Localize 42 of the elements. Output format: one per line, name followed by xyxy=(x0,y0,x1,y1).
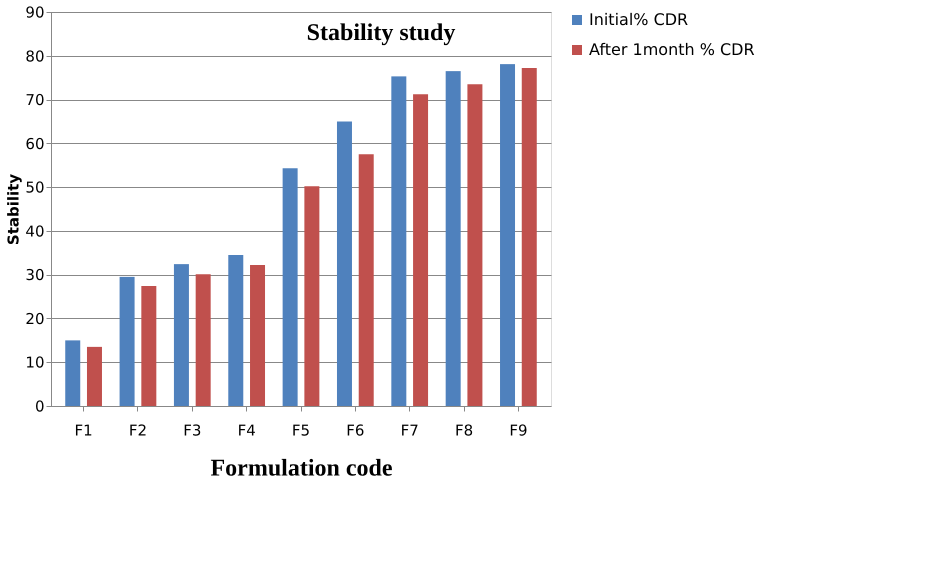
x-tick-label: F5 xyxy=(292,422,310,440)
x-tick-label: F3 xyxy=(183,422,202,440)
bar xyxy=(65,340,80,406)
x-tick-label: F6 xyxy=(346,422,364,440)
x-tick-label: F4 xyxy=(238,422,256,440)
bar xyxy=(304,186,320,406)
x-tick-label: F7 xyxy=(400,422,419,440)
y-tick-label: 30 xyxy=(25,266,44,284)
x-tick-label: F9 xyxy=(509,422,528,440)
bar xyxy=(282,168,298,406)
bar xyxy=(174,264,189,406)
x-tick-label: F2 xyxy=(128,422,148,440)
bar xyxy=(522,68,537,406)
x-tick-label: F8 xyxy=(454,422,474,440)
legend-label: After 1month % CDR xyxy=(589,40,755,59)
bar xyxy=(500,64,516,406)
y-tick-label: 20 xyxy=(25,310,44,328)
y-tick-label: 70 xyxy=(25,91,44,110)
bar xyxy=(413,94,428,406)
bar xyxy=(336,121,352,406)
bar xyxy=(391,76,406,406)
legend-label: Initial% CDR xyxy=(589,10,688,29)
bar xyxy=(120,276,135,406)
y-tick-label: 60 xyxy=(25,134,44,153)
bar xyxy=(446,71,461,406)
y-tick-label: 90 xyxy=(25,4,44,22)
bar xyxy=(250,265,266,406)
bar xyxy=(228,254,244,406)
x-axis-title: Formulation code xyxy=(210,456,393,482)
y-tick-label: 80 xyxy=(25,47,44,66)
bar xyxy=(467,84,482,406)
bar xyxy=(86,346,102,406)
y-tick-label: 10 xyxy=(25,354,44,372)
chart-title: Stability study xyxy=(306,20,456,46)
bar xyxy=(358,154,374,406)
y-tick-label: 0 xyxy=(34,398,44,416)
y-axis-title: Stability xyxy=(4,174,22,246)
x-tick-label: F1 xyxy=(74,422,93,440)
y-tick-label: 40 xyxy=(25,222,44,240)
bar xyxy=(141,286,156,406)
bar xyxy=(196,274,211,406)
y-tick-label: 50 xyxy=(25,178,44,197)
